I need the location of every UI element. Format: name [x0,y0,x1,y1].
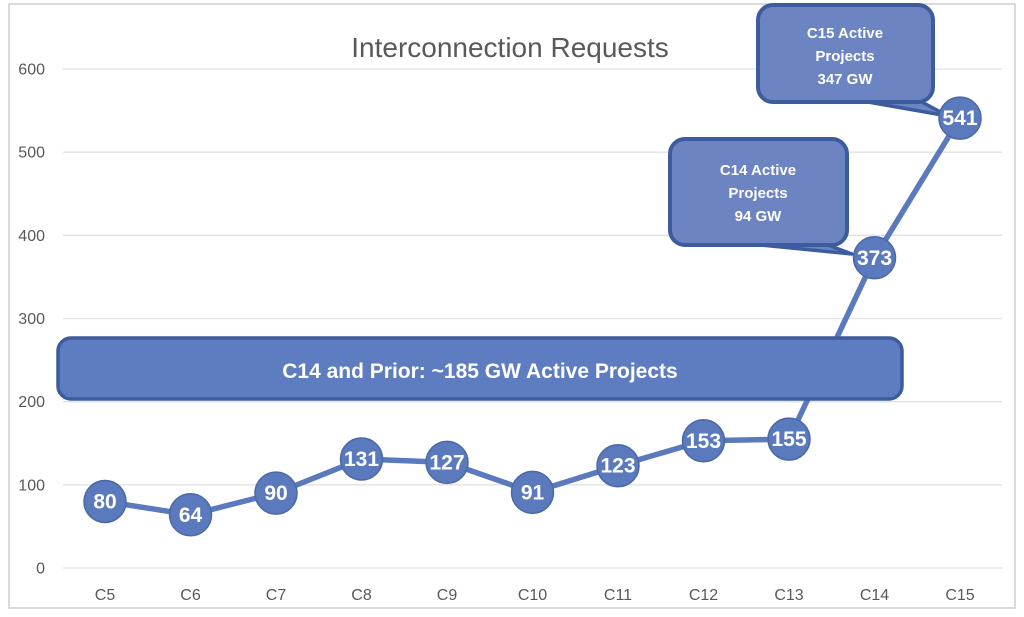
data-point-label: 64 [179,504,203,527]
data-point-marker [596,443,640,488]
x-axis-tick-label: C12 [689,587,718,604]
data-point-label: 80 [93,490,116,513]
callout-text-line: 94 GW [735,208,783,225]
x-axis-tick-label: C7 [266,587,287,604]
x-axis-tick-label: C5 [95,587,116,604]
data-point-label: 153 [686,430,721,453]
callout-box [668,137,849,247]
data-point-label: 373 [857,247,892,270]
y-axis-tick-label: 100 [18,477,45,494]
data-point-marker [425,440,469,485]
callout-c14: C14 Active Projects 94 GW [668,137,854,256]
x-axis-tick-label: C11 [604,587,632,604]
data-point-label: 131 [344,448,379,471]
callout-text-line: C15 Active [807,25,883,42]
y-axis-tick-label: 600 [18,62,45,79]
x-axis-tick-label: C10 [518,587,547,604]
callout-text-line: Projects [728,185,787,202]
callout-text-line: Projects [815,48,874,65]
x-axis-tick-label: C9 [437,587,458,604]
data-point-marker [168,493,213,537]
data-point-label: 123 [600,455,635,478]
banner-annotation: C14 and Prior: ~185 GW Active Projects [56,336,904,401]
data-point-marker [852,236,897,280]
data-point-marker [83,479,127,524]
y-axis-tick-label: 400 [18,228,45,245]
data-point-marker [767,417,811,461]
data-point-marker [938,96,982,140]
chart-border [8,3,1016,609]
data-point-label: 90 [264,482,287,505]
data-points: 80 64 90 131 127 91 123 153 155 373 541 [83,96,982,537]
y-axis-tick-label: 500 [18,145,45,162]
x-axis-tick-label: C15 [945,587,974,604]
callout-text-line: C14 Active [720,162,796,179]
data-point-marker [254,471,298,515]
y-axis-tick-label: 300 [18,311,45,328]
chart-title: Interconnection Requests [351,32,669,63]
x-axis-tick-label: C6 [180,587,201,604]
y-axis-tick-label: 0 [36,561,45,578]
data-point-marker [339,437,384,481]
x-axis-tick-label: C13 [774,587,803,604]
data-point-label: 127 [429,451,464,474]
banner-text: C14 and Prior: ~185 GW Active Projects [282,360,677,383]
y-axis-tick-label: 200 [18,394,45,411]
y-axis-labels: 0 100 200 300 400 500 600 [18,62,45,578]
banner-box [56,336,904,401]
data-point-label: 91 [521,481,545,504]
data-point-label: 541 [942,107,977,130]
x-axis-labels: C5 C6 C7 C8 C9 C10 C11 C12 C13 C14 C15 [95,587,975,604]
data-point-marker [681,419,726,463]
x-axis-tick-label: C8 [351,587,372,604]
data-point-label: 155 [771,428,806,451]
callout-text-line: 347 GW [817,71,873,88]
callout-c15: C15 Active Projects 347 GW [756,3,950,118]
data-point-marker [510,470,555,515]
callout-box [756,3,935,104]
x-axis-tick-label: C14 [860,587,889,604]
